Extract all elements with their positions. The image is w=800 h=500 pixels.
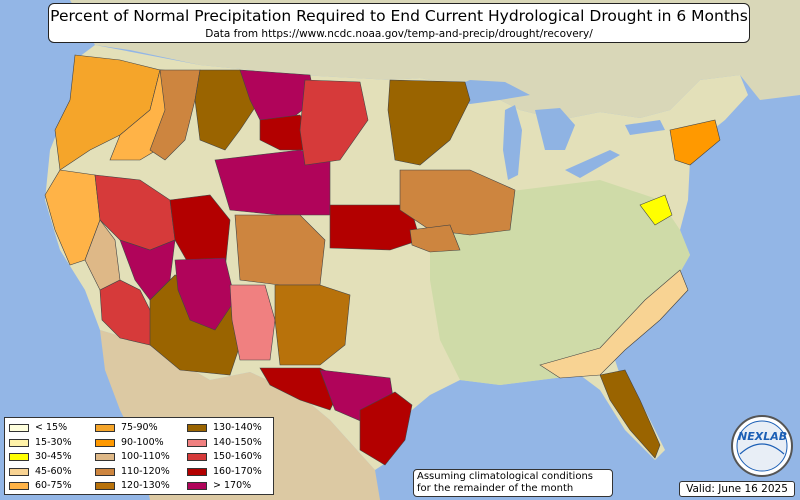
region-georgia-carolinas [539, 269, 689, 379]
legend-label: 110-120% [121, 465, 170, 477]
note-line-2: for the remainder of the month [417, 483, 574, 494]
logo-text: NEXLAB [738, 430, 788, 443]
legend: < 15% 15-30% 30-45% 45-60% 60-75% 75-90% 90-10… [4, 417, 274, 495]
lake-michigan [503, 105, 522, 180]
legend-label: 100-110% [121, 451, 170, 462]
region-minnesota-wisconsin [387, 79, 471, 166]
region-new-england [669, 119, 721, 166]
legend-swatch [9, 482, 29, 490]
map-subtitle: Data from https://www.ncdc.noaa.gov/temp… [205, 28, 593, 40]
legend-swatch [95, 424, 115, 432]
legend-swatch [187, 467, 207, 476]
lake-huron [535, 108, 575, 150]
assumption-note: Assuming climatological conditions for t… [413, 469, 613, 497]
region-mid-atlantic [639, 194, 673, 226]
map-title: Percent of Normal Precipitation Required… [50, 7, 748, 25]
legend-label: 140-150% [213, 436, 262, 448]
region-florida [599, 369, 661, 459]
legend-label: 15-30% [35, 436, 72, 448]
legend-label: 120-130% [121, 480, 170, 491]
legend-label: 150-160% [213, 451, 262, 462]
legend-label: 30-45% [35, 451, 72, 462]
legend-swatch [9, 467, 29, 476]
region-south-dakota [299, 79, 369, 166]
legend-swatch [187, 482, 207, 490]
legend-swatch [187, 438, 207, 447]
legend-swatch [9, 438, 29, 447]
legend-swatch [95, 467, 115, 476]
legend-swatch [95, 482, 115, 490]
legend-label: > 170% [213, 480, 252, 491]
legend-label: 60-75% [35, 480, 72, 491]
legend-swatch [187, 453, 207, 461]
region-new-mexico-west [229, 284, 276, 361]
legend-label: 160-170% [213, 465, 262, 477]
region-arizona-north [174, 257, 236, 331]
region-kansas-nebraska [329, 204, 421, 251]
legend-label: 75-90% [121, 422, 158, 433]
legend-label: 130-140% [213, 422, 262, 433]
region-pnw-coast [54, 54, 161, 171]
title-box: Percent of Normal Precipitation Required… [48, 3, 750, 43]
legend-swatch [95, 438, 115, 447]
nexlab-logo [731, 415, 793, 477]
valid-date: Valid: June 16 2025 [679, 481, 795, 497]
lake-erie [565, 150, 620, 178]
note-line-1: Assuming climatological conditions [417, 471, 593, 482]
legend-swatch [95, 453, 115, 461]
region-texas-east [359, 391, 413, 466]
legend-label: 45-60% [35, 465, 72, 477]
legend-label: 90-100% [121, 436, 164, 448]
legend-swatch [187, 424, 207, 432]
region-california-central [84, 219, 121, 291]
lake-ontario [625, 120, 665, 135]
legend-swatch [9, 453, 29, 461]
region-iowa-illinois [399, 169, 516, 236]
legend-swatch [9, 424, 29, 432]
region-missouri [409, 224, 461, 253]
region-new-mexico-east [274, 284, 351, 366]
legend-label: < 15% [35, 422, 68, 433]
